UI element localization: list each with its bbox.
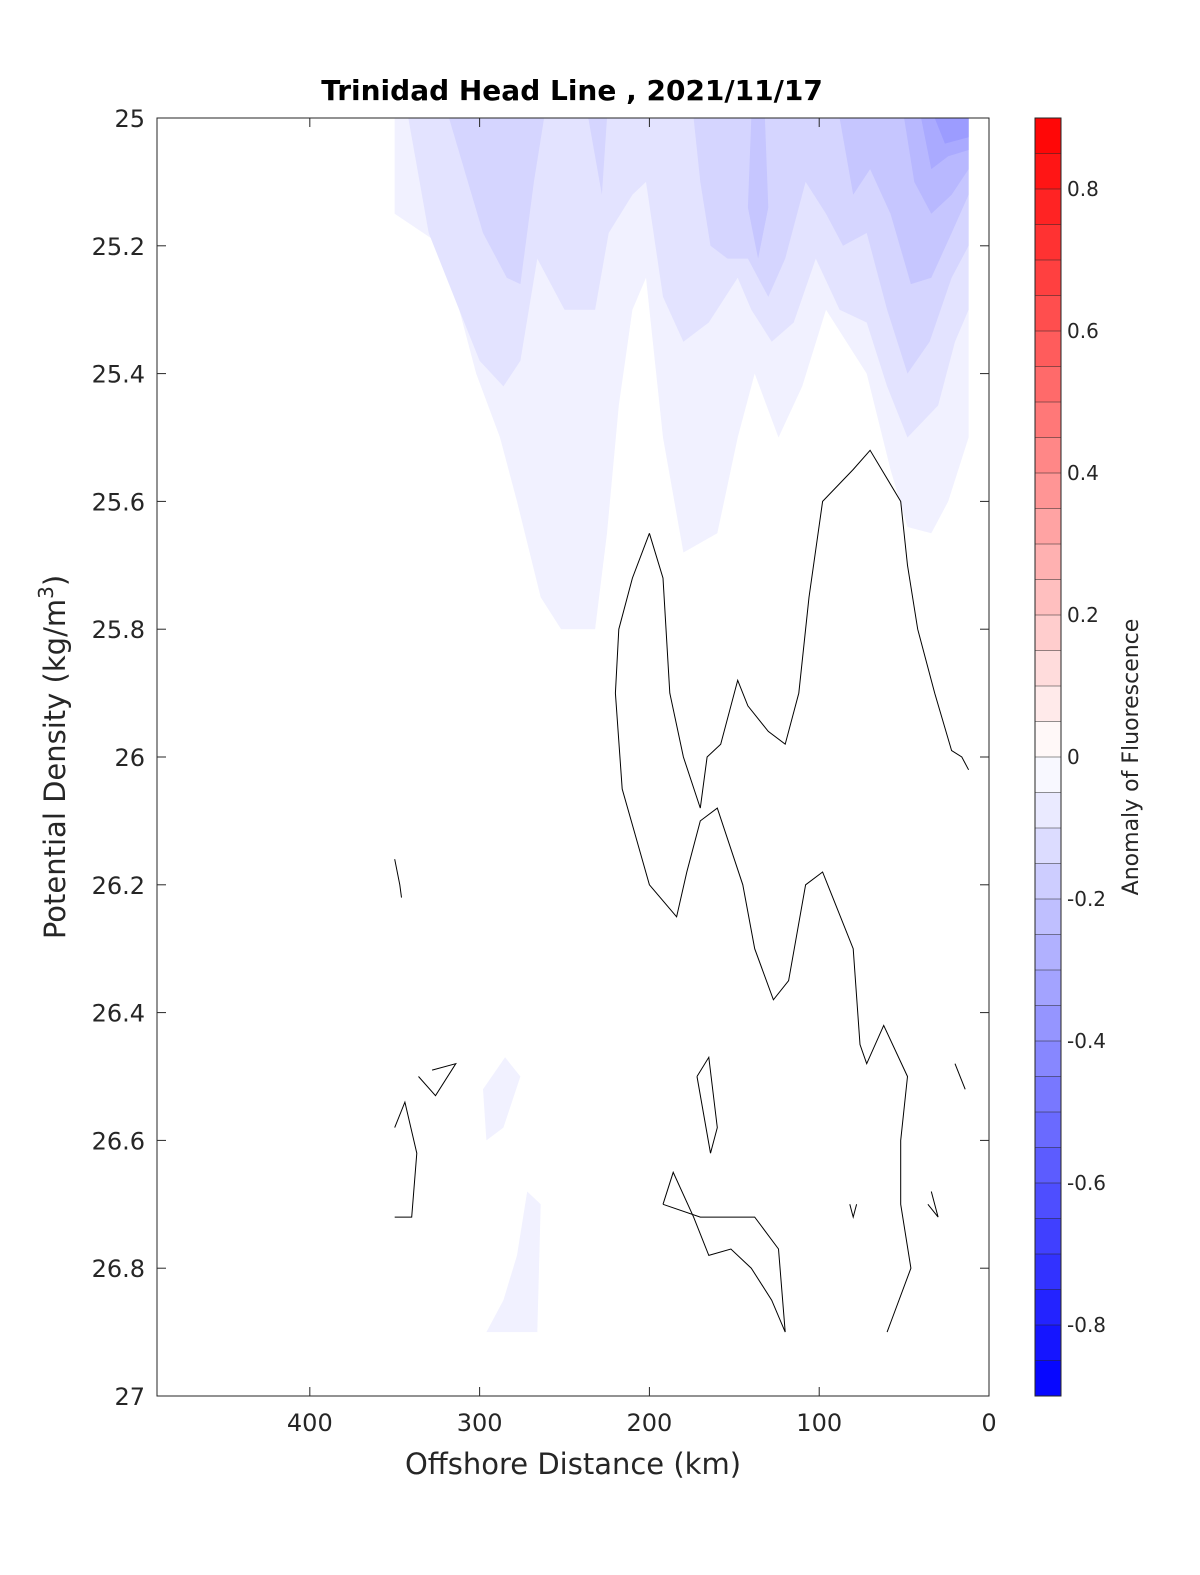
zero-contour-7 bbox=[849, 1204, 858, 1220]
filled-contours bbox=[394, 118, 969, 1333]
colorbar: 0.8 0.6 0.4 0.2 0 -0.2 -0.4 -0.6 -0.8 bbox=[1034, 117, 1106, 1397]
colorbar-segment-33 bbox=[1035, 1289, 1061, 1326]
colorbar-segment-12 bbox=[1035, 544, 1061, 580]
colorbar-segment-10 bbox=[1035, 473, 1061, 509]
zero-contour-lines bbox=[394, 449, 970, 1333]
y-tick-label-4: 25.8 bbox=[92, 616, 145, 644]
colorbar-segment-22 bbox=[1035, 899, 1061, 935]
colorbar-segment-17 bbox=[1035, 721, 1061, 758]
colorbar-segment-31 bbox=[1035, 1218, 1061, 1255]
colorbar-tick-label-0: 0.8 bbox=[1067, 177, 1099, 201]
colorbar-segment-0 bbox=[1035, 118, 1061, 154]
colorbar-segment-21 bbox=[1035, 863, 1061, 900]
x-tick-label-4: 0 bbox=[981, 1409, 996, 1437]
zero-contour-8 bbox=[927, 1191, 939, 1218]
zero-contour-6 bbox=[662, 1170, 786, 1333]
y-axis-label: Potential Density (kg/m3) bbox=[34, 575, 72, 939]
y-axis-ticks: 25 25.2 25.4 25.6 25.8 26 26.2 26.4 26.6 26.8 27 bbox=[92, 105, 989, 1411]
colorbar-segment-9 bbox=[1035, 437, 1061, 474]
colorbar-segment-23 bbox=[1035, 934, 1061, 971]
colorbar-segment-26 bbox=[1035, 1041, 1061, 1077]
colorbar-segment-16 bbox=[1035, 686, 1061, 722]
colorbar-tick-label-4: 0 bbox=[1067, 745, 1080, 769]
colorbar-segment-35 bbox=[1035, 1360, 1061, 1397]
colorbar-segment-24 bbox=[1035, 970, 1061, 1006]
colorbar-segment-20 bbox=[1035, 828, 1061, 864]
colorbar-segment-29 bbox=[1035, 1147, 1061, 1184]
colorbar-segment-1 bbox=[1035, 153, 1061, 190]
colorbar-tick-label-3: 0.2 bbox=[1067, 603, 1099, 627]
colorbar-segment-28 bbox=[1035, 1112, 1061, 1148]
y-axis-label-superscript: 3 bbox=[34, 586, 58, 599]
y-tick-label-10: 27 bbox=[114, 1383, 145, 1411]
y-tick-label-5: 26 bbox=[114, 744, 145, 772]
colorbar-segment-8 bbox=[1035, 402, 1061, 438]
zero-contour-3 bbox=[418, 1062, 457, 1097]
y-tick-label-6: 26.2 bbox=[92, 872, 145, 900]
zero-contour-9 bbox=[954, 1063, 966, 1090]
x-tick-label-3: 100 bbox=[796, 1409, 842, 1437]
colorbar-tick-label-1: 0.6 bbox=[1067, 319, 1099, 343]
zero-contour-1 bbox=[648, 449, 970, 809]
colorbar-tick-label-8: -0.8 bbox=[1067, 1313, 1106, 1337]
y-tick-label-2: 25.4 bbox=[92, 361, 145, 389]
colorbar-segment-14 bbox=[1035, 615, 1061, 651]
colorbar-segment-32 bbox=[1035, 1254, 1061, 1290]
x-tick-label-1: 300 bbox=[457, 1409, 503, 1437]
colorbar-frame bbox=[1034, 117, 1062, 1397]
colorbar-segment-4 bbox=[1035, 260, 1061, 296]
colorbar-tick-label-2: 0.4 bbox=[1067, 461, 1099, 485]
y-tick-label-3: 25.6 bbox=[92, 488, 145, 516]
colorbar-segment-11 bbox=[1035, 508, 1061, 545]
fill-region-3 bbox=[588, 118, 607, 195]
x-axis-ticks: 400 300 200 100 0 bbox=[287, 118, 997, 1437]
zero-contour-4 bbox=[394, 1100, 418, 1218]
colorbar-segment-34 bbox=[1035, 1325, 1061, 1361]
colorbar-segment-6 bbox=[1035, 331, 1061, 367]
colorbar-segment-7 bbox=[1035, 366, 1061, 403]
y-tick-label-7: 26.4 bbox=[92, 1000, 145, 1028]
y-axis-label-main: Potential Density (kg/m bbox=[38, 599, 72, 939]
fill-region-5 bbox=[747, 118, 769, 259]
fill-region-9 bbox=[934, 118, 969, 144]
y-axis-label-close: ) bbox=[38, 575, 72, 586]
colorbar-segment-2 bbox=[1035, 189, 1061, 225]
fill-region-2 bbox=[449, 118, 545, 285]
zero-contour-5 bbox=[696, 1055, 718, 1154]
x-tick-label-2: 200 bbox=[627, 1409, 673, 1437]
colorbar-segment-5 bbox=[1035, 295, 1061, 332]
colorbar-segment-25 bbox=[1035, 1005, 1061, 1042]
fill-region-10 bbox=[486, 1191, 541, 1333]
colorbar-tick-label-7: -0.6 bbox=[1067, 1171, 1106, 1195]
x-tick-label-0: 400 bbox=[287, 1409, 333, 1437]
colorbar-label: Anomaly of Fluorescence bbox=[1119, 619, 1144, 896]
plot-area: 400 300 200 100 0 25 25.2 25.4 25.6 25.8 26 26.2 26… bbox=[92, 105, 997, 1437]
colorbar-segment-13 bbox=[1035, 579, 1061, 616]
colorbar-segment-19 bbox=[1035, 792, 1061, 829]
x-axis-label: Offshore Distance (km) bbox=[405, 1447, 741, 1481]
y-tick-label-1: 25.2 bbox=[92, 233, 145, 261]
chart-title: Trinidad Head Line , 2021/11/17 bbox=[321, 74, 823, 107]
colorbar-segment-18 bbox=[1035, 757, 1061, 793]
colorbar-segment-15 bbox=[1035, 650, 1061, 687]
colorbar-segment-30 bbox=[1035, 1183, 1061, 1219]
zero-contour-2 bbox=[394, 859, 402, 898]
fill-region-11 bbox=[483, 1057, 521, 1141]
colorbar-segment-27 bbox=[1035, 1076, 1061, 1113]
y-tick-label-9: 26.8 bbox=[92, 1255, 145, 1283]
zero-contour-0 bbox=[614, 533, 912, 1333]
colorbar-tick-label-6: -0.4 bbox=[1067, 1029, 1106, 1053]
y-tick-label-8: 26.6 bbox=[92, 1127, 145, 1155]
y-tick-label-0: 25 bbox=[114, 105, 145, 133]
colorbar-segment-3 bbox=[1035, 224, 1061, 261]
colorbar-tick-label-5: -0.2 bbox=[1067, 887, 1106, 911]
